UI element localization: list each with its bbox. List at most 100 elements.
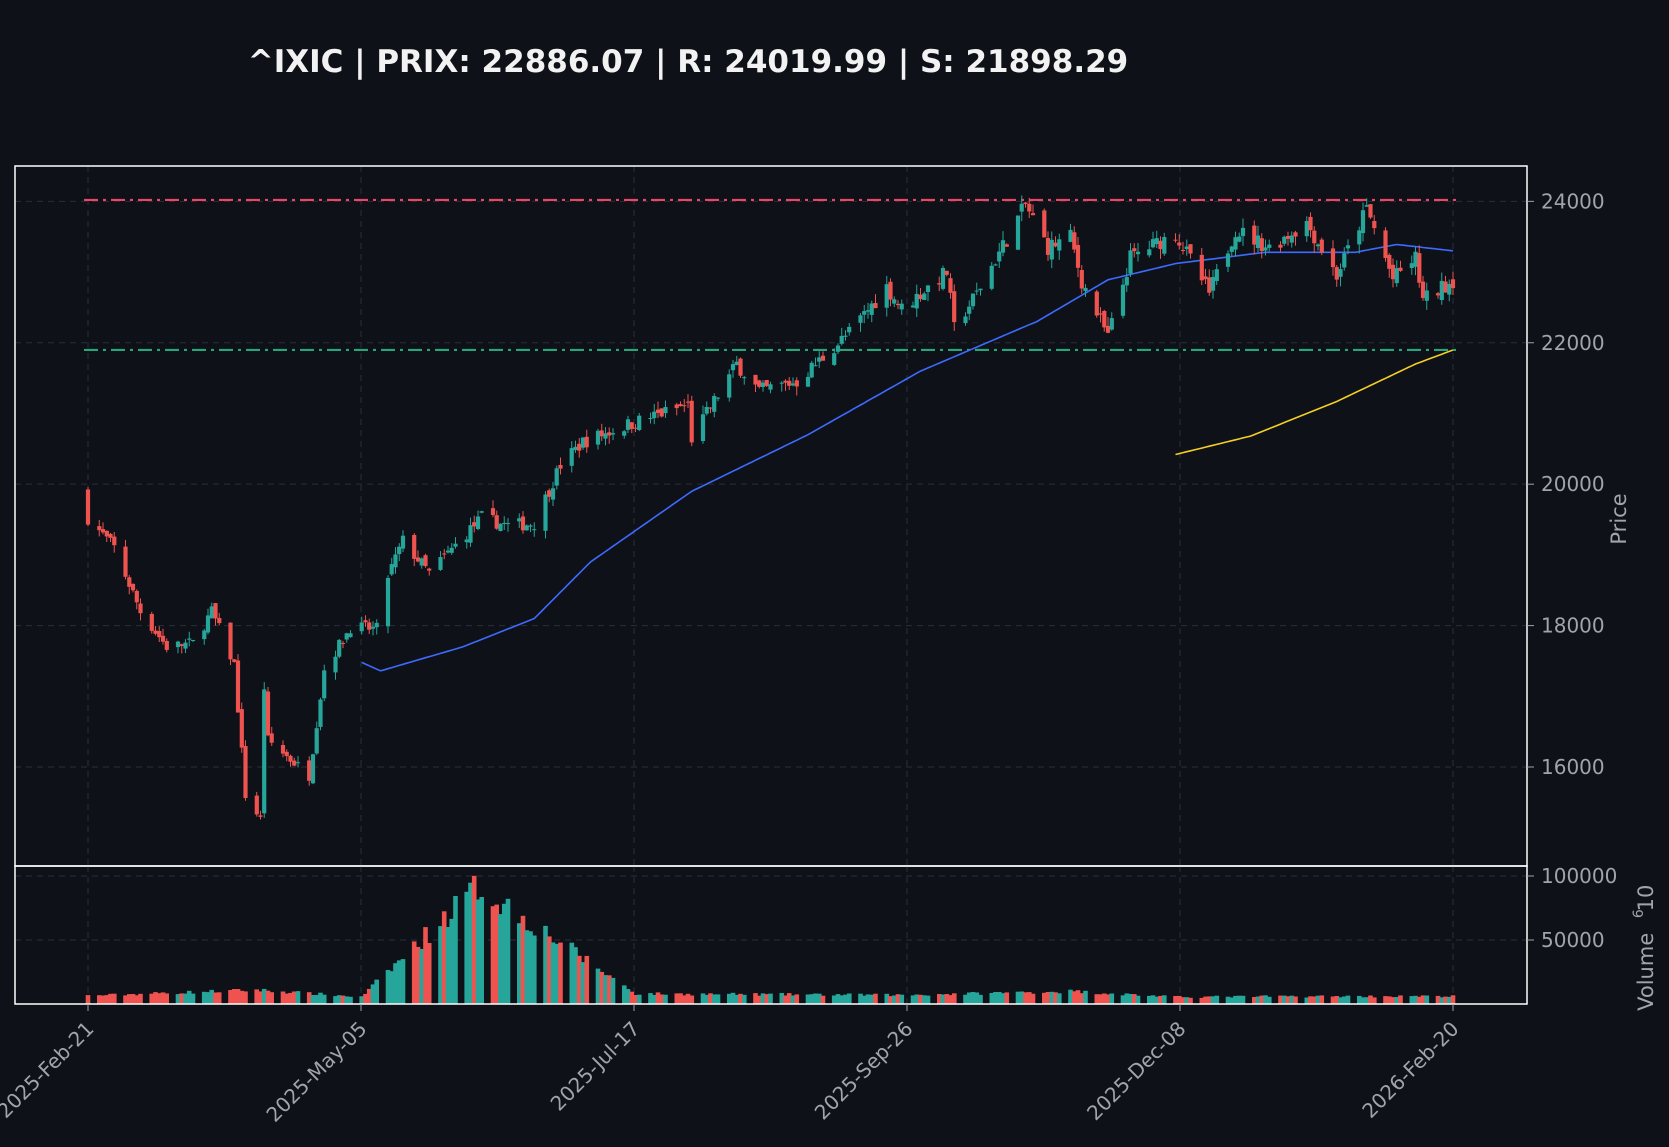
volume-bar-150 [873, 993, 878, 1004]
volume-bar-214 [1210, 996, 1216, 1004]
volume-bar-231 [1304, 997, 1310, 1004]
candle-body-229 [1289, 235, 1294, 243]
candle-body-108 [655, 409, 661, 413]
volume-bar-117 [704, 994, 710, 1004]
volume-bar-34 [265, 990, 271, 1004]
volume-bar-16 [175, 994, 181, 1004]
candle-body-136 [805, 376, 811, 387]
volume-bar-252 [1413, 995, 1418, 1004]
volume-bar-162 [940, 994, 946, 1004]
volume-bar-138 [813, 993, 818, 1004]
volume-bar-24 [213, 992, 218, 1004]
volume-bar-224 [1263, 995, 1268, 1004]
volume-bar-201 [1147, 995, 1152, 1004]
volume-bar-108 [655, 992, 661, 1004]
volume-bar-155 [899, 994, 905, 1004]
candle-body-230 [1293, 232, 1298, 237]
volume-bar-189 [1079, 993, 1085, 1004]
candle-body-71 [464, 539, 469, 543]
candle-body-219 [1237, 236, 1242, 242]
candle-body-157 [914, 293, 919, 309]
volume-bar-67 [441, 911, 447, 1004]
candle-body-9 [134, 590, 139, 603]
volume-bar-184 [1053, 992, 1058, 1004]
candle-body-142 [835, 345, 841, 352]
volume-bar-210 [1188, 997, 1193, 1004]
volume-bar-154 [895, 994, 901, 1004]
candle-body-114 [685, 401, 691, 403]
volume-bar-199 [1132, 994, 1137, 1004]
volume-bar-103 [629, 991, 635, 1004]
volume-bar-197 [1124, 993, 1130, 1004]
candle-body-234 [1315, 244, 1321, 247]
volume-bar-191 [1094, 994, 1100, 1004]
candle-body-2 [100, 529, 106, 533]
volume-bar-156 [910, 995, 916, 1004]
volume-bar-20 [190, 993, 196, 1004]
volume-bar-72 [468, 882, 473, 1004]
candle-body-59 [397, 546, 402, 555]
volume-bar-23 [209, 989, 214, 1004]
volume-bar-223 [1259, 995, 1265, 1004]
candle-body-255 [1424, 290, 1429, 301]
volume-bar-111 [674, 993, 680, 1004]
candle-body-92 [573, 446, 578, 450]
volume-bar-71 [464, 891, 469, 1004]
volume-panel: 50000 100000 Volume 6 10 [14, 864, 1658, 1011]
volume-bar-163 [944, 994, 950, 1004]
volume-bar-259 [1447, 996, 1452, 1004]
candle-body-173 [997, 251, 1002, 262]
candle-body-14 [160, 635, 166, 642]
volume-bar-122 [730, 992, 736, 1004]
candle-body-244 [1368, 204, 1373, 218]
volume-bar-39 [291, 991, 297, 1004]
price-tick-label-3: 22000 [1541, 331, 1605, 355]
volume-bar-136 [805, 994, 811, 1004]
candle-body-106 [648, 418, 653, 419]
candle-body-256 [1435, 293, 1441, 296]
volume-bar-38 [288, 992, 293, 1004]
candle-body-145 [847, 326, 852, 333]
candle-body-242 [1360, 210, 1366, 234]
candle-body-180 [1030, 213, 1036, 216]
volume-bar-253 [1417, 996, 1422, 1004]
candle-body-0 [85, 489, 91, 525]
candle-body-64 [423, 555, 428, 567]
volume-bar-4 [108, 993, 113, 1004]
candle-body-117 [704, 407, 709, 414]
volume-bar-54 [370, 984, 376, 1004]
volume-bar-180 [1030, 993, 1036, 1004]
candle-body-232 [1308, 216, 1313, 231]
volume-bar-149 [869, 994, 875, 1004]
volume-bar-236 [1330, 996, 1336, 1004]
candle-body-134 [790, 383, 796, 386]
volume-bar-64 [423, 927, 428, 1004]
candle-body-236 [1330, 248, 1336, 268]
candle-body-21 [202, 630, 207, 640]
volume-bar-238 [1338, 997, 1343, 1004]
price-panel: 16000 18000 20000 22000 24000 Price [14, 165, 1631, 867]
volume-bar-69 [449, 918, 454, 1004]
candle-body-126 [753, 374, 758, 385]
volume-bar-112 [678, 993, 683, 1004]
volume-bar-218 [1233, 995, 1238, 1004]
volume-bar-225 [1267, 996, 1272, 1004]
volume-bar-134 [790, 995, 796, 1004]
candle-body-90 [558, 465, 563, 469]
candle-body-247 [1387, 254, 1392, 269]
volume-bar-101 [622, 985, 627, 1004]
candle-body-75 [479, 511, 484, 513]
volume-bar-135 [794, 994, 800, 1004]
volume-bar-35 [269, 992, 274, 1004]
candle-body-231 [1304, 221, 1309, 237]
volume-bar-28 [235, 989, 241, 1004]
volume-bar-94 [580, 962, 586, 1004]
candle-body-207 [1177, 242, 1182, 246]
volume-bar-44 [318, 992, 323, 1004]
volume-bar-30 [243, 991, 248, 1004]
candle-body-188 [1075, 245, 1081, 268]
volume-bar-215 [1214, 995, 1220, 1004]
candle-body-181 [1042, 210, 1047, 238]
volume-bar-159 [922, 995, 927, 1004]
volume-bar-206 [1173, 996, 1178, 1004]
